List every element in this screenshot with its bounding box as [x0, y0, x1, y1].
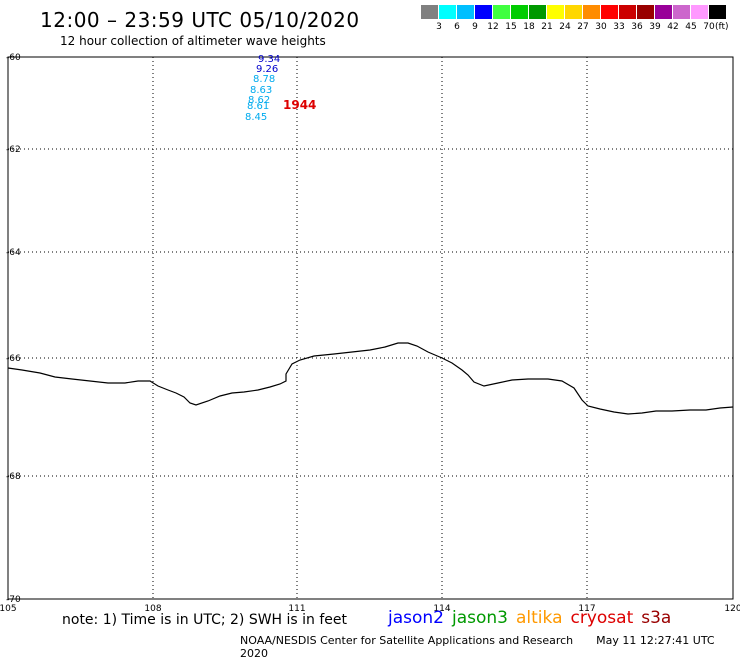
satellite-cryosat: cryosat	[570, 608, 634, 628]
lat-tick-label: -60	[6, 53, 21, 63]
scale-label: 24	[559, 22, 571, 32]
scale-unit: (ft)	[715, 22, 729, 32]
scale-label: 42	[667, 22, 679, 32]
scale-swatch	[673, 5, 691, 19]
scale-swatch	[637, 5, 655, 19]
credit-text: NOAA/NESDIS Center for Satellite Applica…	[240, 634, 574, 647]
note-text: note: 1) Time is in UTC; 2) SWH is in fe…	[62, 612, 348, 628]
scale-label: 18	[523, 22, 535, 32]
wave-height-value: 9.26	[256, 64, 278, 75]
scale-swatch	[565, 5, 583, 19]
scale-swatch	[511, 5, 529, 19]
scale-swatch	[583, 5, 601, 19]
satellite-jason2: jason2	[388, 608, 444, 628]
scale-swatch	[439, 5, 457, 19]
satellite-legend: jason2 jason3 altika cryosat s3a	[388, 608, 679, 628]
scale-swatch	[493, 5, 511, 19]
lat-tick-label: -68	[6, 472, 21, 482]
lat-tick-label: -70	[6, 595, 21, 605]
scale-label: 9	[472, 22, 478, 32]
scale-label: 36	[631, 22, 643, 32]
lat-tick-label: -64	[6, 248, 21, 258]
wave-height-value: 8.63	[250, 85, 272, 96]
lat-lon-grid	[8, 57, 733, 599]
scale-swatch	[601, 5, 619, 19]
scale-label: 12	[487, 22, 499, 32]
scale-label: 6	[454, 22, 460, 32]
scale-swatch	[547, 5, 565, 19]
scale-label: 21	[541, 22, 553, 32]
scale-label: 39	[649, 22, 661, 32]
pass-time-label: 1944	[283, 98, 316, 112]
scale-label: 27	[577, 22, 589, 32]
wave-height-value: 8.78	[253, 74, 275, 85]
satellite-jason3: jason3	[452, 608, 508, 628]
map-frame	[7, 56, 734, 600]
lon-tick-label: 105	[0, 604, 17, 614]
wave-height-value: 8.62	[248, 95, 270, 106]
satellite-s3a: s3a	[641, 608, 672, 628]
lat-tick-label: -66	[6, 354, 21, 364]
scale-label: 30	[595, 22, 607, 32]
antarctic-coastline	[7, 342, 734, 415]
wave-height-observations: 9.349.268.788.638.628.618.45 1944	[245, 54, 316, 123]
page-title: 12:00 – 23:59 UTC 05/10/2020	[40, 8, 360, 32]
lon-tick-label: 111	[288, 604, 305, 614]
satellite-altika: altika	[516, 608, 563, 628]
wave-height-value: 8.45	[245, 112, 267, 123]
lon-tick-label: 114	[433, 604, 450, 614]
lon-tick-label: 120	[724, 604, 740, 614]
scale-swatch	[709, 5, 727, 19]
scale-swatch	[619, 5, 637, 19]
lon-tick-label: 117	[578, 604, 595, 614]
scale-swatch	[655, 5, 673, 19]
map-border	[7, 56, 734, 600]
scale-label: 70	[703, 22, 715, 32]
scale-label: 45	[685, 22, 697, 32]
page-subtitle: 12 hour collection of altimeter wave hei…	[60, 34, 326, 48]
scale-label: 3	[436, 22, 442, 32]
footer-credit: NOAA/NESDIS Center for Satellite Applica…	[240, 634, 740, 660]
lat-tick-label: -62	[6, 145, 21, 155]
scale-swatch	[457, 5, 475, 19]
scale-swatch	[475, 5, 493, 19]
scale-swatch	[691, 5, 709, 19]
scale-label: 33	[613, 22, 625, 32]
wave-height-value: 9.34	[258, 54, 280, 65]
scale-label: 15	[505, 22, 517, 32]
scale-swatch	[421, 5, 439, 19]
lon-tick-label: 108	[144, 604, 161, 614]
wave-height-value: 8.61	[247, 101, 269, 112]
scale-swatch	[529, 5, 547, 19]
